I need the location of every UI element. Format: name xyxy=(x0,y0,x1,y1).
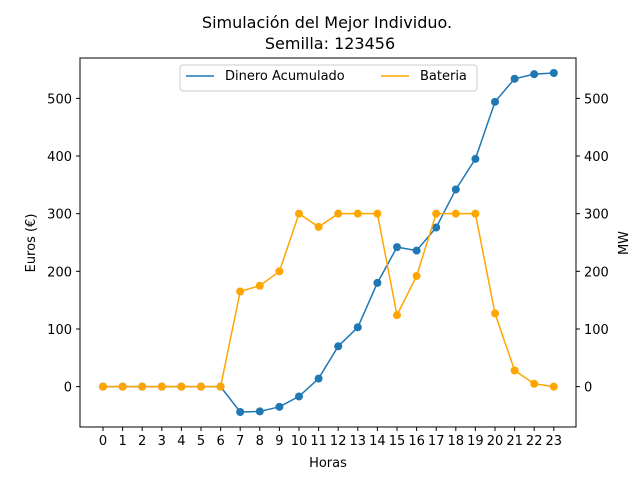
plot-frame xyxy=(79,57,577,428)
right-y-tick-label: 500 xyxy=(584,92,609,107)
x-tick-label: 19 xyxy=(467,434,484,449)
left-y-axis-label: Euros (€) xyxy=(24,214,39,273)
data-point-bateria xyxy=(157,382,166,391)
data-point-dinero-acumulado xyxy=(255,407,264,416)
x-tick-label: 17 xyxy=(428,434,445,449)
data-point-bateria xyxy=(99,382,107,391)
data-point-dinero-acumulado xyxy=(530,70,539,79)
data-point-dinero-acumulado xyxy=(549,68,558,77)
right-y-axis-ticks: 0 100 200 300 400 500 xyxy=(576,92,609,396)
x-tick-label: 12 xyxy=(330,434,347,449)
data-point-dinero-acumulado xyxy=(412,246,421,255)
x-tick-label: 23 xyxy=(546,434,563,449)
data-point-bateria xyxy=(412,271,421,280)
data-point-bateria xyxy=(510,366,519,375)
legend-label-dinero-acumulado: Dinero Acumulado xyxy=(225,69,345,84)
data-point-bateria xyxy=(393,311,401,320)
x-tick-label: 20 xyxy=(487,434,504,449)
data-point-dinero-acumulado xyxy=(432,223,441,232)
legend: Dinero Acumulado Bateria xyxy=(179,64,478,92)
left-y-tick-label: 300 xyxy=(47,208,72,223)
data-point-bateria xyxy=(275,267,284,276)
right-y-tick-label: 200 xyxy=(584,265,609,280)
data-point-dinero-acumulado xyxy=(295,392,303,401)
x-tick-label: 18 xyxy=(448,434,465,449)
data-point-bateria xyxy=(216,382,225,391)
x-tick-label: 3 xyxy=(158,434,166,449)
x-tick-label: 9 xyxy=(275,434,283,449)
x-tick-label: 7 xyxy=(236,434,244,449)
chart-subtitle: Semilla: 123456 xyxy=(265,34,395,53)
data-point-bateria xyxy=(432,209,441,218)
legend-label-bateria: Bateria xyxy=(420,69,467,84)
data-point-bateria xyxy=(197,382,205,391)
data-point-bateria xyxy=(530,379,539,388)
data-point-dinero-acumulado xyxy=(510,74,519,83)
left-y-tick-label: 200 xyxy=(47,265,72,280)
data-point-dinero-acumulado xyxy=(471,154,480,163)
data-point-bateria xyxy=(236,287,245,296)
data-point-bateria xyxy=(255,281,264,290)
left-y-tick-label: 0 xyxy=(64,381,72,396)
data-point-dinero-acumulado xyxy=(314,374,323,383)
series-layer xyxy=(99,68,558,417)
series-line-bateria xyxy=(103,212,554,388)
right-y-tick-label: 100 xyxy=(584,323,609,338)
data-point-dinero-acumulado xyxy=(451,185,460,194)
x-tick-label: 1 xyxy=(118,434,126,449)
left-y-tick-label: 500 xyxy=(47,92,72,107)
data-point-bateria xyxy=(491,309,499,318)
x-tick-label: 14 xyxy=(369,434,386,449)
data-point-bateria xyxy=(451,209,460,218)
x-tick-label: 2 xyxy=(138,434,146,449)
data-point-dinero-acumulado xyxy=(353,323,362,332)
left-y-tick-label: 100 xyxy=(47,323,72,338)
data-point-dinero-acumulado xyxy=(393,243,401,252)
x-tick-label: 21 xyxy=(506,434,523,449)
x-tick-label: 5 xyxy=(197,434,205,449)
data-point-bateria xyxy=(353,209,362,218)
x-tick-label: 16 xyxy=(408,434,425,449)
x-tick-label: 8 xyxy=(256,434,264,449)
right-y-axis-label: MW xyxy=(617,231,632,255)
x-tick-label: 13 xyxy=(350,434,367,449)
data-point-dinero-acumulado xyxy=(491,97,499,106)
x-tick-label: 15 xyxy=(389,434,406,449)
data-point-bateria xyxy=(138,382,147,391)
data-point-dinero-acumulado xyxy=(275,402,284,411)
right-y-tick-label: 300 xyxy=(584,208,609,223)
data-point-dinero-acumulado xyxy=(334,342,343,351)
x-tick-label: 11 xyxy=(310,434,327,449)
x-tick-label: 0 xyxy=(99,434,107,449)
left-y-axis-ticks: 0 100 200 300 400 500 xyxy=(47,92,80,396)
x-axis-ticks: 0 1 2 3 4 5 6 7 8 9 10 11 12 13 14 15 16 17 18 19 20 21 22 23 xyxy=(99,427,562,449)
chart-title: Simulación del Mejor Individuo. xyxy=(202,13,452,32)
data-point-bateria xyxy=(549,382,558,391)
data-point-bateria xyxy=(118,382,127,391)
data-point-dinero-acumulado xyxy=(373,278,382,287)
x-tick-label: 6 xyxy=(216,434,224,449)
data-point-bateria xyxy=(373,209,382,218)
x-tick-label: 10 xyxy=(291,434,308,449)
legend-box xyxy=(179,64,478,92)
data-point-bateria xyxy=(177,382,186,391)
series-line-dinero-acumulado xyxy=(103,72,554,413)
x-tick-label: 22 xyxy=(526,434,543,449)
right-y-tick-label: 0 xyxy=(584,381,592,396)
right-y-tick-label: 400 xyxy=(584,150,609,165)
x-tick-label: 4 xyxy=(177,434,185,449)
data-point-dinero-acumulado xyxy=(236,408,245,417)
data-point-bateria xyxy=(334,209,343,218)
data-point-bateria xyxy=(295,209,303,218)
x-axis-label: Horas xyxy=(309,456,347,471)
data-point-bateria xyxy=(314,222,323,231)
left-y-tick-label: 400 xyxy=(47,150,72,165)
data-point-bateria xyxy=(471,209,480,218)
